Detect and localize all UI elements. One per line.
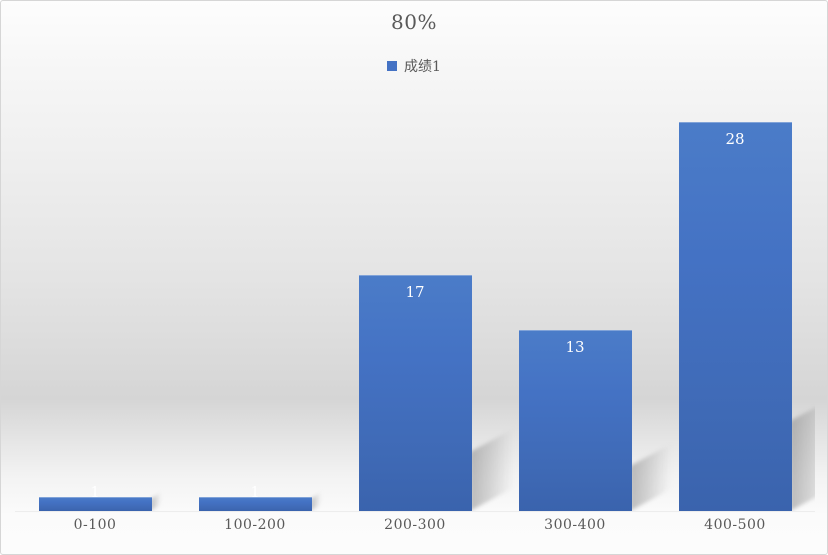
bar-shadow: [470, 428, 515, 511]
x-axis: 0-100 100-200 200-300 300-400 400-500: [15, 516, 815, 540]
bar-0-100[interactable]: 1: [38, 484, 161, 511]
x-axis-label: 0-100: [73, 517, 117, 533]
bar-300-400[interactable]: 13: [518, 330, 671, 511]
legend-label: 成绩1: [404, 59, 441, 75]
legend-item[interactable]: 成绩1: [387, 56, 441, 76]
x-axis-line: [15, 511, 815, 512]
x-axis-label: 300-400: [544, 517, 606, 533]
data-label: 28: [725, 130, 745, 148]
legend: 成绩1: [1, 56, 827, 76]
bar-100-200[interactable]: 1: [198, 484, 321, 511]
chart-title[interactable]: 80%: [391, 10, 437, 34]
data-label: 1: [90, 483, 100, 501]
plot-area: 1 1 17 13 28: [15, 1, 815, 511]
x-axis-label: 200-300: [384, 517, 446, 533]
data-label: 13: [565, 338, 585, 356]
bar-shadow: [310, 493, 321, 511]
x-axis-label: 100-200: [224, 517, 286, 533]
bar-shadow: [790, 397, 815, 511]
bar-400-500[interactable]: 28: [678, 122, 815, 511]
bar-200-300[interactable]: 17: [358, 275, 515, 511]
bar-shadow: [150, 493, 161, 511]
data-label: 1: [250, 483, 260, 501]
bar-shadow: [630, 444, 671, 511]
legend-color-swatch: [387, 61, 398, 71]
x-axis-label: 400-500: [704, 517, 766, 533]
data-label: 17: [405, 283, 425, 301]
